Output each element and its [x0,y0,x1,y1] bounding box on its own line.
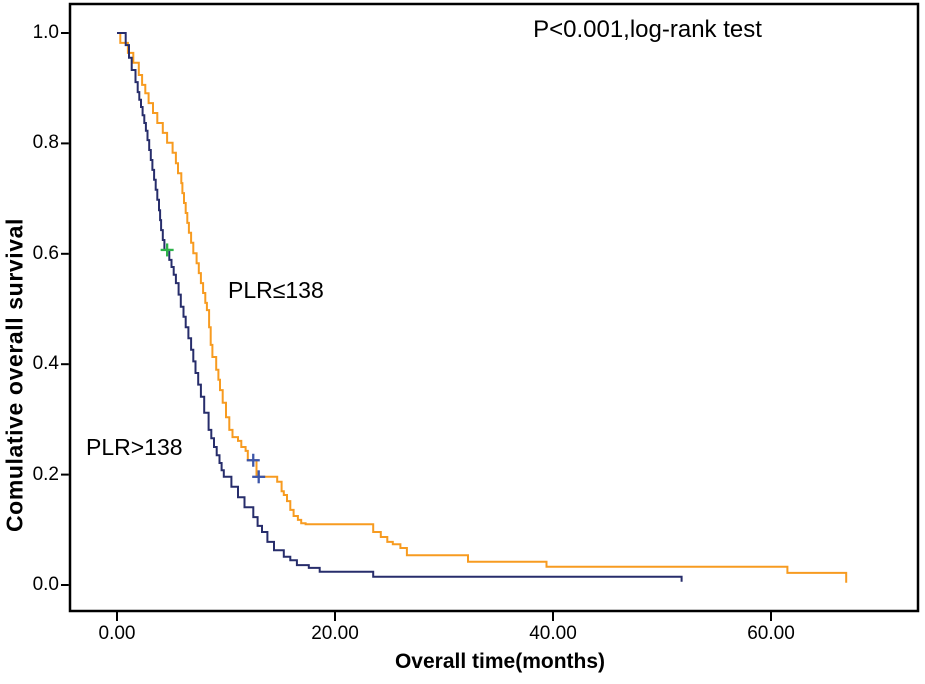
censor-marks [160,243,266,484]
censor-mark-plr-le-138 [246,453,260,467]
censor-mark-plr-gt-138 [160,243,174,257]
censor-mark-plr-le-138 [252,470,266,484]
curve-label-plr-gt-138: PLR>138 [86,434,183,460]
axis-ticks [61,32,772,621]
x-tick-label-60: 60.00 [747,623,795,644]
y-tick-label-0.0: 0.0 [32,574,59,595]
y-tick-label-0.2: 0.2 [32,464,59,485]
x-axis-title: Overall time(months) [394,650,606,673]
survival-curves [117,32,848,583]
p-value-annotation: P<0.001,log-rank test [533,16,762,43]
x-tick-label-0: 0.00 [98,623,136,644]
km-curve-plr-gt-138 [117,32,683,582]
y-axis-title: Comulative overall survival [1,217,28,533]
x-tick-label-40: 40.00 [529,623,577,644]
y-tick-label-0.6: 0.6 [32,243,59,264]
x-tick-label-20: 20.00 [311,623,359,644]
curve-label-plr-le-138: PLR≤138 [228,277,324,303]
plot-frame [68,2,920,613]
y-tick-label-0.8: 0.8 [32,132,59,153]
y-tick-label-1.0: 1.0 [32,22,59,43]
y-tick-label-0.4: 0.4 [32,353,59,374]
km-curve-plr-le-138 [117,32,848,583]
